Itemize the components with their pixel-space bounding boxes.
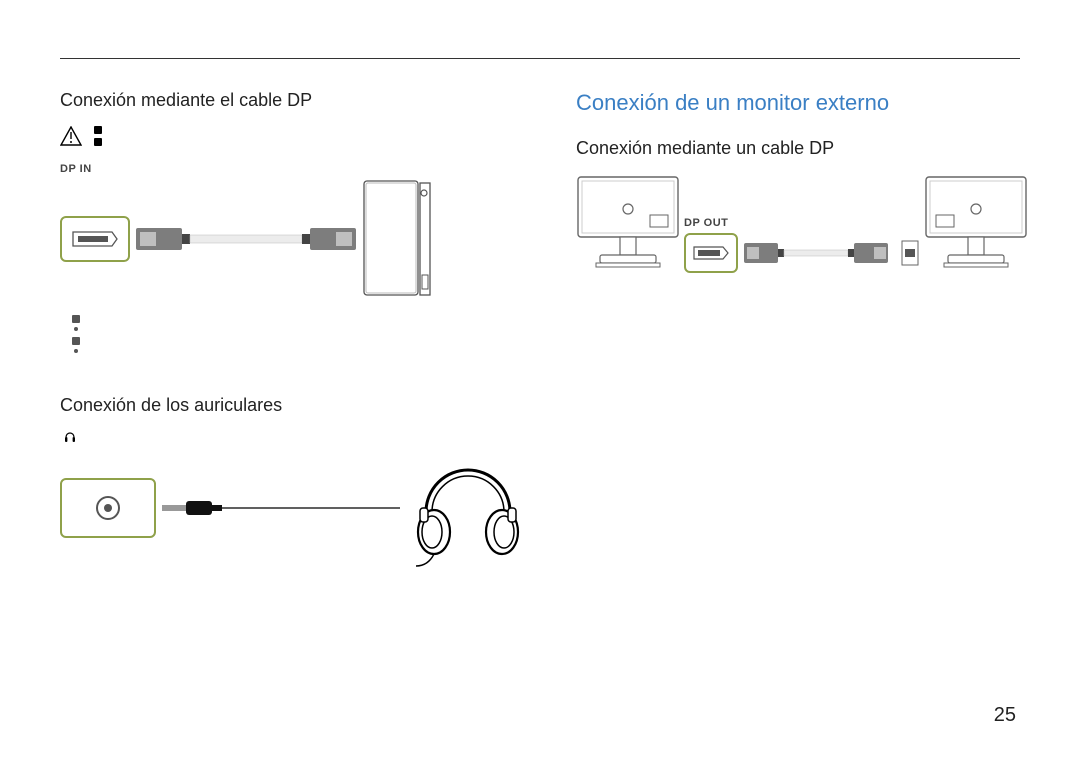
dp-out-block: DP OUT: [684, 217, 920, 273]
top-rule: [60, 58, 1020, 59]
dp-in-diagram: DP IN: [60, 163, 528, 299]
page-number: 25: [994, 704, 1016, 727]
dp-out-cable-heading: Conexión mediante un cable DP: [576, 138, 1028, 159]
dp-port-icon: [693, 246, 729, 260]
audio-jack-port: [60, 478, 156, 538]
headphone-port-icon: [64, 430, 76, 444]
dp-cable-small-icon: [744, 233, 894, 273]
dp-port-icon: [72, 231, 118, 247]
page: Conexión mediante el cable DP DP IN: [0, 0, 1080, 763]
monitor-left-icon: [576, 173, 680, 273]
two-column-layout: Conexión mediante el cable DP DP IN: [60, 90, 1020, 568]
pc-icon: [362, 179, 432, 299]
dp-out-row: [684, 233, 920, 273]
external-monitor-heading: Conexión de un monitor externo: [576, 90, 1028, 116]
dp-in-port: [60, 216, 130, 262]
dp-in-label: DP IN: [60, 163, 528, 175]
dp-out-label: DP OUT: [684, 217, 920, 229]
small-indicator-icon: [70, 315, 82, 359]
headphones-diagram: [60, 430, 528, 568]
headphones-heading: Conexión de los auriculares: [60, 395, 528, 416]
audio-jack-icon: [94, 494, 122, 522]
caution-icons: [60, 125, 528, 147]
monitor-right-icon: [924, 173, 1028, 273]
right-column: Conexión de un monitor externo Conexión …: [576, 90, 1028, 568]
dp-out-diagram: DP OUT: [576, 173, 1028, 273]
headphones-row: [60, 448, 528, 568]
dp-cable-icon: [136, 216, 356, 262]
note-icons: [70, 315, 528, 359]
dp-cable-heading: Conexión mediante el cable DP: [60, 90, 528, 111]
power-off-icon: [92, 125, 104, 147]
jack-cable-icon: [162, 488, 402, 528]
headphones-icon: [408, 448, 528, 568]
external-monitor-heading-text: Conexión de un monitor externo: [576, 90, 889, 115]
dp-out-port: [684, 233, 738, 273]
monitor-port-icon: [900, 233, 920, 273]
left-column: Conexión mediante el cable DP DP IN: [60, 90, 528, 568]
dp-in-row: [60, 179, 528, 299]
warning-triangle-icon: [60, 126, 82, 146]
